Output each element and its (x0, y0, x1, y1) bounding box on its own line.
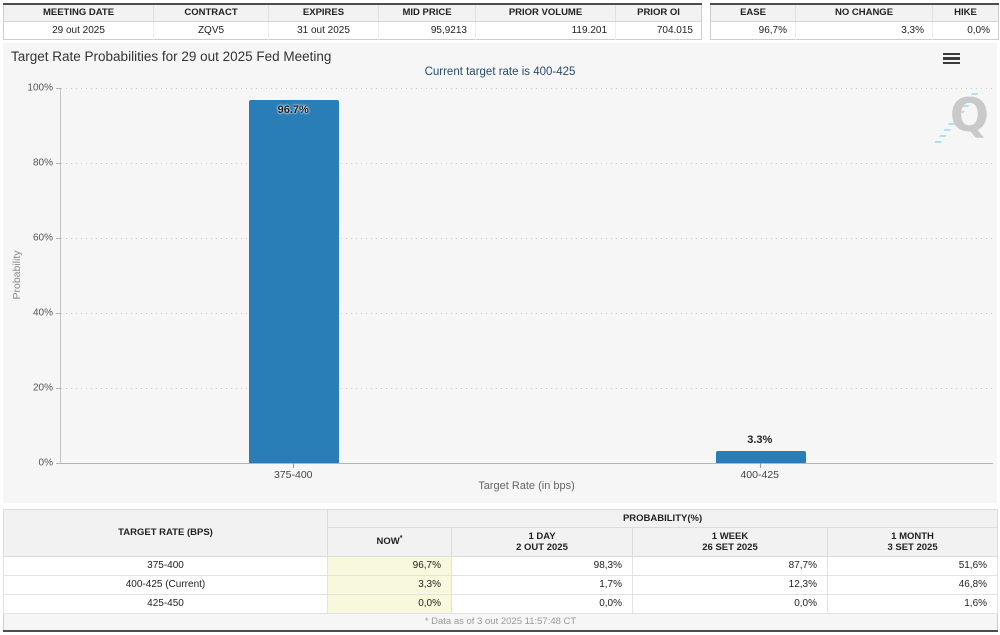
rate-range: 425-450 (3, 593, 328, 614)
bar-value-label: 3.3% (747, 433, 773, 446)
y-tick-mark (56, 462, 61, 464)
prob-now: 3,3% (327, 574, 452, 595)
col-prior-volume: PRIOR VOLUME (475, 4, 616, 22)
prob-1-month: 51,6% (826, 555, 999, 576)
hamburger-menu-icon (943, 57, 960, 60)
probability-chart-panel: Target Rate Probabilities for 29 out 202… (3, 42, 997, 503)
y-axis-title: Probability (11, 249, 23, 300)
contract-summary-table: MEETING DATE CONTRACT EXPIRES MID PRICE … (3, 3, 702, 40)
table-row: 96,7% 3,3% 0,0% (710, 21, 999, 39)
y-tick-label: 100% (27, 82, 53, 93)
prob-now: 96,7% (327, 555, 452, 576)
prob-1-week: 87,7% (632, 555, 828, 576)
y-tick-label: 60% (32, 232, 53, 243)
x-axis-line (61, 462, 993, 464)
probability-bar (249, 99, 340, 463)
now-asterisk: * (399, 535, 403, 543)
chart-plot-area (60, 87, 993, 464)
hamburger-menu-icon (943, 61, 960, 65)
prob-1-day: 98,3% (451, 555, 633, 576)
probability-bar (715, 450, 806, 463)
x-category-label: 375-400 (273, 468, 313, 481)
y-tick-label: 20% (32, 382, 53, 393)
meeting-date-value: 29 out 2025 (3, 21, 154, 39)
y-tick-mark (56, 87, 61, 89)
col-contract: CONTRACT (153, 4, 269, 22)
chart-menu-button[interactable] (941, 50, 963, 68)
x-tick-mark (759, 462, 761, 468)
rate-action-table: EASE NO CHANGE HIKE 96,7% 3,3% 0,0% (710, 3, 999, 40)
top-summary-row: MEETING DATE CONTRACT EXPIRES MID PRICE … (3, 3, 999, 40)
gridline (61, 162, 993, 164)
y-tick-mark (56, 237, 61, 239)
hamburger-menu-icon (943, 52, 960, 56)
col-1-month: 1 MONTH 3 SET 2025 (826, 526, 999, 557)
table-row: 375-400 96,7% 98,3% 87,7% 51,6% (3, 555, 999, 576)
prob-1-month: 1,6% (826, 593, 999, 614)
bar-value-label: 96.7% (277, 103, 309, 116)
rate-range: 375-400 (3, 555, 328, 576)
table-row: 400-425 (Current) 3,3% 1,7% 12,3% 46,8% (3, 574, 999, 595)
data-asof-footnote: * Data as of 3 out 2025 11:57:48 CT (3, 613, 998, 631)
rate-range: 400-425 (Current) (3, 574, 328, 595)
chart-title: Target Rate Probabilities for 29 out 202… (11, 48, 332, 64)
y-tick-label: 80% (32, 157, 53, 168)
chart-subtitle: Current target rate is 400-425 (424, 65, 576, 78)
prob-1-month: 46,8% (826, 574, 999, 595)
expires-value: 31 out 2025 (268, 21, 379, 39)
probability-table: TARGET RATE (BPS) PROBABILITY(%) NOW* 1 … (3, 508, 999, 632)
col-prior-oi: PRIOR OI (615, 4, 702, 22)
x-category-label: 400-425 (740, 468, 780, 481)
table-row: 425-450 0,0% 0,0% 0,0% 1,6% (3, 593, 999, 614)
y-tick-label: 0% (38, 457, 53, 468)
col-meeting-date: MEETING DATE (3, 4, 154, 22)
x-axis-title: Target Rate (in bps) (478, 479, 575, 492)
col-1-week: 1 WEEK 26 SET 2025 (632, 526, 828, 557)
col-no-change: NO CHANGE (795, 4, 933, 22)
probability-group-header: PROBABILITY(%) (326, 508, 999, 528)
table-row: 29 out 2025 ZQV5 31 out 2025 95,9213 119… (3, 21, 702, 39)
prob-1-day: 0,0% (451, 593, 633, 614)
x-tick-mark (293, 462, 295, 468)
col-1-day: 1 DAY 2 OUT 2025 (451, 526, 633, 557)
y-tick-label: 40% (32, 307, 53, 318)
gridline (61, 312, 993, 314)
prior-oi-value: 704.015 (615, 21, 702, 39)
prob-1-week: 0,0% (632, 593, 828, 614)
mid-price-value: 95,9213 (378, 21, 476, 39)
y-tick-mark (56, 387, 61, 389)
contract-value: ZQV5 (153, 21, 269, 39)
col-hike: HIKE (932, 4, 999, 22)
hike-value: 0,0% (932, 21, 999, 39)
prob-now: 0,0% (327, 593, 452, 614)
col-mid-price: MID PRICE (378, 4, 476, 22)
gridline (61, 87, 993, 89)
col-now: NOW* (327, 526, 452, 557)
gridline (61, 237, 993, 239)
gridline (61, 387, 993, 389)
ease-value: 96,7% (710, 21, 796, 39)
col-target-rate: TARGET RATE (BPS) (3, 508, 328, 557)
no-change-value: 3,3% (795, 21, 933, 39)
prior-volume-value: 119.201 (475, 21, 616, 39)
prob-1-week: 12,3% (632, 574, 828, 595)
col-ease: EASE (710, 4, 796, 22)
y-tick-mark (56, 312, 61, 314)
col-expires: EXPIRES (268, 4, 379, 22)
prob-1-day: 1,7% (451, 574, 633, 595)
y-tick-mark (56, 162, 61, 164)
